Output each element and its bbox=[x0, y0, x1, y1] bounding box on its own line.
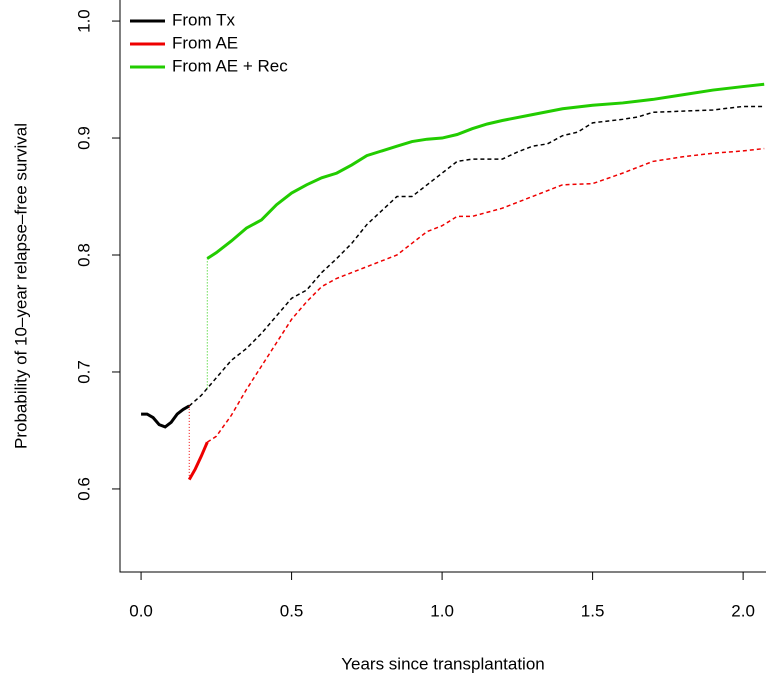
x-tick-label: 0.5 bbox=[280, 601, 304, 620]
y-tick-label: 0.8 bbox=[74, 243, 93, 267]
y-tick-label: 0.9 bbox=[74, 126, 93, 150]
y-tick-label: 1.0 bbox=[74, 9, 93, 33]
line-dashed bbox=[206, 147, 765, 443]
x-tick-label: 2.0 bbox=[731, 601, 755, 620]
x-tick-label: 1.0 bbox=[430, 601, 454, 620]
line-solid bbox=[206, 82, 765, 260]
legend-label: From AE bbox=[172, 33, 238, 52]
axis-frame bbox=[119, 0, 766, 573]
legend-label: From AE + Rec bbox=[172, 56, 288, 75]
x-tick-label: 1.5 bbox=[581, 601, 605, 620]
x-axis-label: Years since transplantation bbox=[341, 654, 545, 673]
y-tick-label: 0.7 bbox=[74, 360, 93, 384]
legend-label: From Tx bbox=[172, 10, 235, 29]
line-dashed bbox=[188, 105, 765, 407]
y-axis-label: Probability of 10–year relapse–free surv… bbox=[11, 123, 30, 449]
x-tick-label: 0.0 bbox=[129, 601, 153, 620]
y-tick-label: 0.6 bbox=[74, 477, 93, 501]
line-solid bbox=[141, 404, 190, 429]
line-solid bbox=[187, 441, 209, 481]
